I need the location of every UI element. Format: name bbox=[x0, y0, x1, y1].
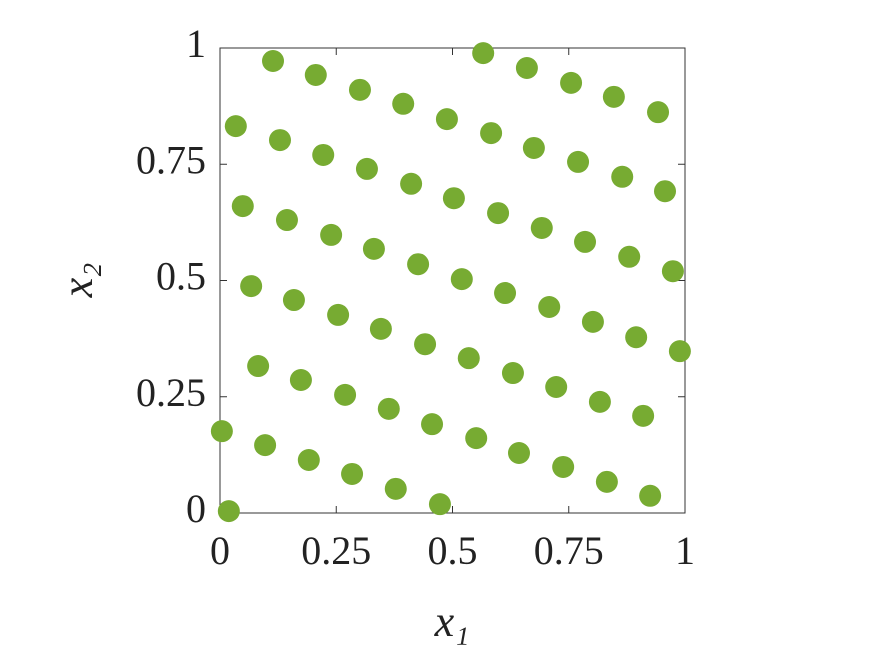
point bbox=[487, 202, 510, 225]
point bbox=[262, 50, 285, 73]
point bbox=[472, 42, 495, 65]
point bbox=[268, 129, 291, 152]
point bbox=[304, 63, 327, 86]
point bbox=[654, 180, 677, 203]
point bbox=[567, 150, 590, 173]
y-tick-label: 0.75 bbox=[136, 137, 206, 182]
point bbox=[595, 470, 618, 493]
point bbox=[377, 397, 400, 420]
point bbox=[522, 136, 545, 159]
x-tick-label: 0.75 bbox=[534, 528, 604, 573]
point bbox=[450, 268, 473, 291]
x-tick-label: 0.25 bbox=[301, 528, 371, 573]
point bbox=[507, 442, 530, 465]
point bbox=[231, 195, 254, 218]
point bbox=[348, 78, 371, 101]
point bbox=[494, 282, 517, 305]
point bbox=[668, 340, 691, 363]
y-tick-label: 0.25 bbox=[136, 370, 206, 415]
point bbox=[392, 92, 415, 115]
point bbox=[210, 420, 233, 443]
point bbox=[581, 310, 604, 333]
point bbox=[465, 427, 488, 450]
point bbox=[312, 143, 335, 166]
point bbox=[254, 434, 277, 457]
point bbox=[217, 500, 240, 523]
point bbox=[602, 85, 625, 108]
y-tick-label: 0 bbox=[186, 486, 206, 531]
point bbox=[545, 375, 568, 398]
point bbox=[384, 477, 407, 500]
point bbox=[639, 484, 662, 507]
point bbox=[435, 108, 458, 131]
point bbox=[282, 289, 305, 312]
point bbox=[247, 355, 270, 378]
point bbox=[407, 253, 430, 276]
point bbox=[224, 115, 247, 138]
point bbox=[297, 448, 320, 471]
point bbox=[414, 333, 437, 356]
point bbox=[327, 303, 350, 326]
point bbox=[275, 209, 298, 232]
point bbox=[457, 347, 480, 370]
point bbox=[442, 187, 465, 210]
point bbox=[341, 462, 364, 485]
x-axis-title: x₁ bbox=[434, 597, 470, 646]
point bbox=[632, 404, 655, 427]
point bbox=[400, 172, 423, 195]
point bbox=[530, 216, 553, 239]
point bbox=[240, 275, 263, 298]
y-tick-label: 1 bbox=[186, 21, 206, 66]
point bbox=[320, 223, 343, 246]
point bbox=[501, 362, 524, 385]
point bbox=[362, 237, 385, 260]
point bbox=[560, 71, 583, 94]
x-tick-label: 0.5 bbox=[428, 528, 478, 573]
point bbox=[625, 326, 648, 349]
point bbox=[480, 122, 503, 145]
point bbox=[428, 493, 451, 516]
point bbox=[647, 101, 670, 124]
point bbox=[538, 296, 561, 319]
point bbox=[552, 455, 575, 478]
y-axis-title: x₂ bbox=[53, 263, 102, 299]
point bbox=[289, 369, 312, 392]
x-tick-label: 1 bbox=[675, 528, 695, 573]
point bbox=[515, 56, 538, 79]
point bbox=[588, 390, 611, 413]
point bbox=[611, 165, 634, 188]
point bbox=[355, 157, 378, 180]
point bbox=[369, 317, 392, 340]
point bbox=[661, 260, 684, 283]
point bbox=[574, 230, 597, 253]
point bbox=[334, 383, 357, 406]
point bbox=[618, 245, 641, 268]
y-tick-label: 0.5 bbox=[156, 254, 206, 299]
point bbox=[421, 413, 444, 436]
x-tick-label: 0 bbox=[210, 528, 230, 573]
